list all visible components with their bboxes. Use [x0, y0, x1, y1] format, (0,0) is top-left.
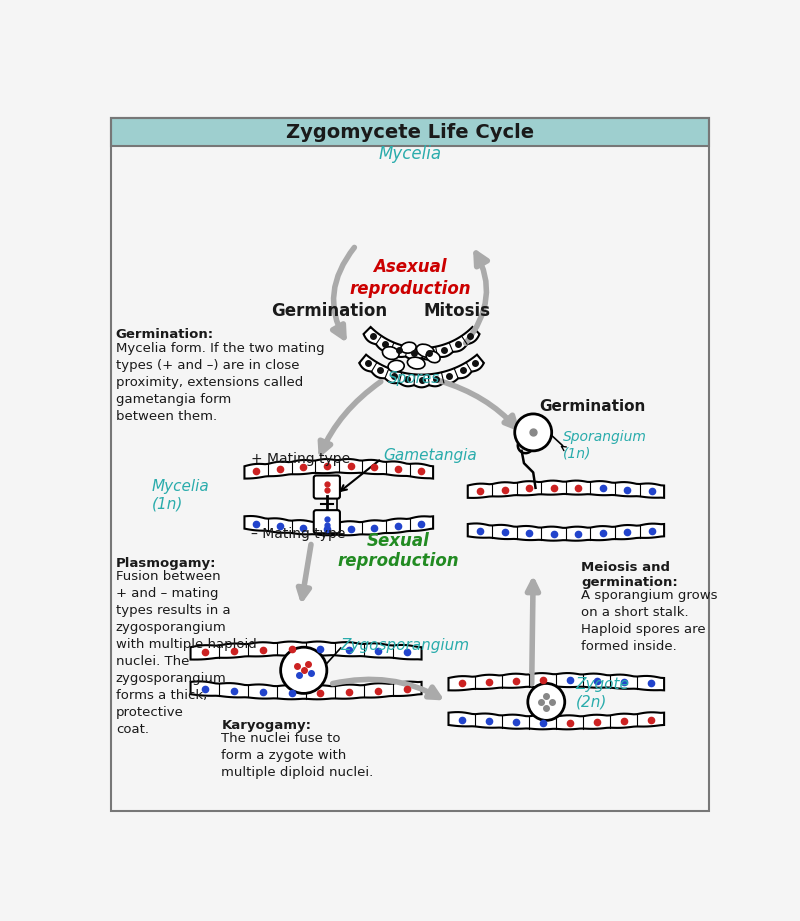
Text: Karyogamy:: Karyogamy: [222, 718, 311, 732]
Polygon shape [245, 459, 433, 479]
Text: Germination: Germination [271, 302, 387, 320]
Text: Mycelia
(1n): Mycelia (1n) [152, 479, 210, 512]
Polygon shape [449, 673, 664, 691]
Text: A sporangium grows
on a short stalk.
Haploid spores are
formed inside.: A sporangium grows on a short stalk. Hap… [581, 589, 718, 653]
Text: Mycelia form. If the two mating
types (+ and –) are in close
proximity, extensio: Mycelia form. If the two mating types (+… [116, 342, 325, 423]
FancyBboxPatch shape [314, 475, 340, 498]
Polygon shape [363, 327, 479, 359]
Text: Plasmogamy:: Plasmogamy: [116, 557, 216, 570]
Text: + Mating type: + Mating type [250, 452, 350, 466]
Polygon shape [468, 523, 664, 541]
Text: Gametangia: Gametangia [383, 448, 477, 463]
Text: Zygomycete Life Cycle: Zygomycete Life Cycle [286, 123, 534, 143]
Polygon shape [449, 712, 664, 729]
Text: Spores: Spores [388, 371, 440, 386]
Text: Germination: Germination [539, 400, 646, 414]
Ellipse shape [401, 343, 416, 353]
Polygon shape [245, 516, 433, 535]
Text: Zygosporangium: Zygosporangium [341, 638, 470, 653]
Ellipse shape [388, 360, 404, 372]
Ellipse shape [417, 344, 434, 357]
Polygon shape [359, 355, 484, 388]
Text: Sporangium
(1n): Sporangium (1n) [562, 430, 646, 460]
Text: Germination:: Germination: [116, 329, 214, 342]
Text: Meiosis and
germination:: Meiosis and germination: [581, 561, 678, 589]
Text: Zygote
(2n): Zygote (2n) [575, 677, 630, 709]
Text: Mycelia: Mycelia [378, 145, 442, 163]
Text: The nuclei fuse to
form a zygote with
multiple diploid nuclei.: The nuclei fuse to form a zygote with mu… [222, 732, 374, 779]
FancyBboxPatch shape [314, 510, 340, 533]
Polygon shape [468, 481, 664, 498]
Text: Sexual
reproduction: Sexual reproduction [338, 531, 459, 570]
Circle shape [514, 414, 552, 451]
Ellipse shape [426, 351, 440, 363]
Ellipse shape [407, 357, 425, 369]
Circle shape [281, 647, 327, 694]
Text: Asexual
reproduction: Asexual reproduction [349, 258, 471, 298]
Text: Mitosis: Mitosis [424, 302, 491, 320]
Polygon shape [190, 642, 422, 659]
Circle shape [528, 683, 565, 720]
Bar [111, 118, 709, 146]
Text: – Mating type: – Mating type [250, 527, 345, 541]
Polygon shape [190, 682, 422, 699]
Ellipse shape [382, 346, 399, 359]
Text: Fusion between
+ and – mating
types results in a
zygosporangium
with multiple ha: Fusion between + and – mating types resu… [116, 570, 257, 736]
